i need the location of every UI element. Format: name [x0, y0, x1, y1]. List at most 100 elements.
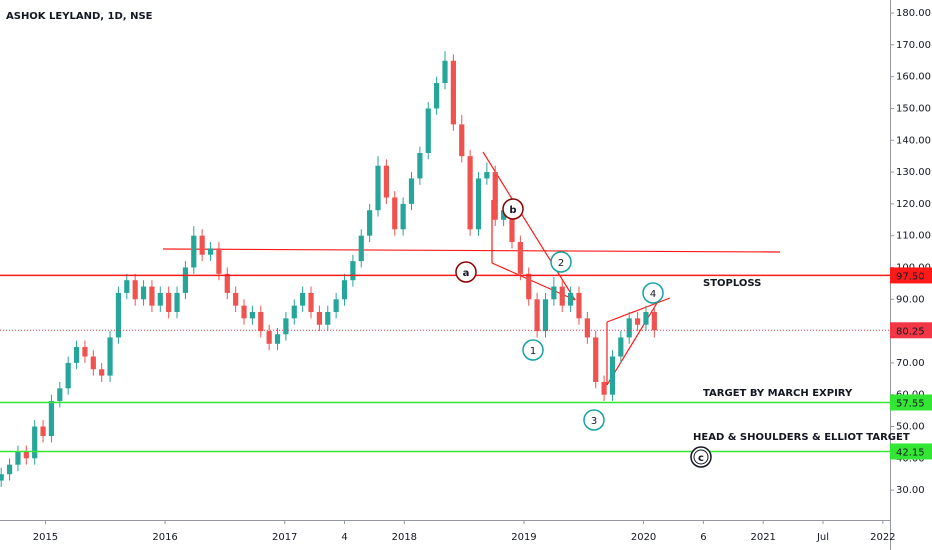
candle-body — [224, 273, 230, 293]
candle-body — [568, 292, 574, 306]
candle-body — [107, 337, 113, 376]
candle-body — [132, 280, 138, 300]
candle-body — [651, 312, 657, 331]
candle-body — [308, 292, 314, 312]
candle-body — [643, 312, 649, 325]
wave-circle — [583, 409, 605, 431]
annotation: HEAD & SHOULDERS & ELLIOT TARGET — [693, 432, 910, 443]
y-tick-label: 150.00 — [896, 103, 931, 114]
candle-body — [442, 60, 448, 84]
x-tick-label: 2018 — [392, 532, 417, 543]
candle-body — [383, 165, 389, 198]
wave-circle — [455, 261, 477, 283]
candle-body — [73, 346, 80, 363]
wedge-line — [606, 297, 671, 323]
drawings — [162, 151, 781, 386]
x-tick-label: 2022 — [870, 532, 895, 543]
x-tick-label: 2019 — [511, 532, 536, 543]
candle-body — [199, 235, 205, 255]
annotation: STOPLOSS — [703, 278, 761, 289]
candle-body — [601, 381, 607, 395]
candle-body — [300, 292, 306, 306]
candle-body — [6, 464, 13, 475]
candle-body — [542, 299, 549, 332]
candle-body — [266, 331, 272, 344]
price-tag — [890, 322, 932, 339]
candle-body — [115, 292, 122, 338]
candle-body — [417, 152, 423, 179]
candles — [0, 51, 657, 487]
candle-body — [551, 286, 557, 300]
candle-body — [274, 334, 281, 344]
candle-body — [425, 108, 431, 153]
candle-body — [517, 242, 523, 274]
wave-circle — [550, 251, 572, 273]
candle-body — [534, 299, 540, 332]
candle-body — [124, 280, 130, 293]
y-tick-label: 110.00 — [896, 231, 931, 242]
candle-body — [408, 178, 415, 204]
wave-label: 4 — [650, 289, 656, 300]
x-tick-label: 2021 — [750, 532, 775, 543]
candle-body — [0, 474, 4, 481]
candle-body — [182, 267, 189, 293]
wave-label: a — [463, 268, 470, 279]
candle-body — [576, 292, 582, 319]
candle-body — [341, 280, 348, 300]
annotation: TARGET BY MARCH EXPIRY — [703, 388, 853, 399]
price-tag — [890, 394, 932, 411]
wedge-line — [606, 302, 658, 386]
candle-body — [501, 210, 507, 220]
candle-body — [358, 235, 364, 262]
wave-label: 1 — [530, 346, 536, 357]
chart-title: ASHOK LEYLAND, 1D, NSE — [6, 11, 153, 22]
y-tick-label: 170.00 — [896, 40, 931, 51]
candle-body — [149, 286, 155, 306]
price-tag — [890, 443, 932, 460]
candle-body — [291, 305, 297, 319]
candle-body — [526, 273, 532, 300]
candle-body — [350, 261, 356, 281]
candle-body — [316, 312, 322, 325]
candle-body — [475, 178, 482, 230]
wave-label: c — [698, 453, 704, 464]
candle-body — [584, 318, 590, 338]
candle-body — [90, 356, 96, 370]
price-tag-label: 42.15 — [896, 447, 925, 458]
candle-body — [509, 210, 515, 243]
price-tag-label: 97.50 — [896, 271, 925, 282]
candle-body — [618, 337, 624, 357]
x-tick-label: 6 — [700, 532, 706, 543]
candle-body — [325, 312, 331, 325]
candle-body — [174, 292, 180, 312]
y-tick-label: 50.00 — [896, 421, 925, 432]
candle-body — [258, 312, 264, 332]
y-tick-label: 90.00 — [896, 294, 925, 305]
candle-body — [450, 60, 456, 125]
y-tick-label: 30.00 — [896, 485, 925, 496]
candle-body — [65, 362, 71, 389]
wave-circle — [502, 198, 524, 220]
candle-body — [249, 312, 256, 319]
candle-body — [559, 286, 565, 306]
y-tick-label: 180.00 — [896, 8, 931, 19]
candle-body — [434, 83, 440, 109]
y-tick-label: 120.00 — [896, 199, 931, 210]
candle-body — [157, 292, 163, 306]
candle-body — [467, 156, 473, 230]
candle-body — [23, 451, 29, 459]
x-tick-label: 2015 — [33, 532, 58, 543]
candle-body — [15, 451, 21, 465]
wave-label: 2 — [558, 258, 564, 269]
candle-body — [32, 426, 38, 459]
price-tag-label: 57.55 — [896, 398, 925, 409]
candle-body — [166, 292, 172, 312]
candle-body — [593, 337, 599, 382]
candle-body — [57, 388, 63, 402]
x-tick-label: Jul — [816, 532, 829, 543]
candle-body — [333, 299, 339, 312]
candle-body — [459, 124, 465, 157]
candle-body — [191, 235, 197, 268]
y-tick-label: 160.00 — [896, 72, 931, 83]
